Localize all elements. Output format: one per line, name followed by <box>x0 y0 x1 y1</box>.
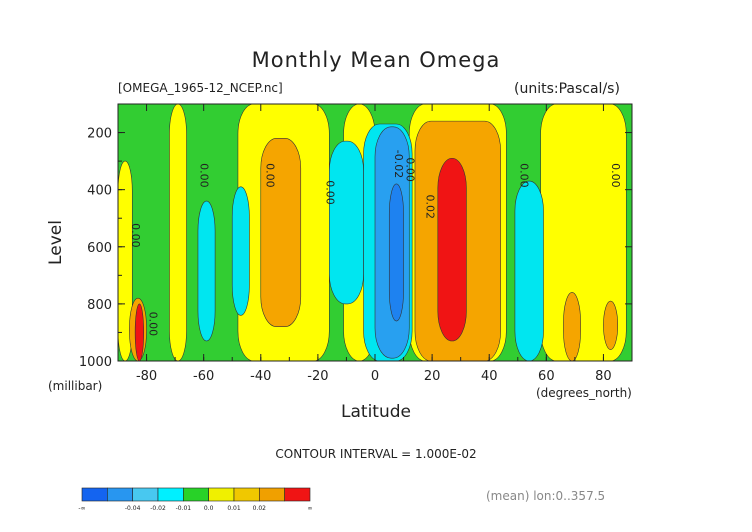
x-tick-label-4: 0 <box>371 369 379 384</box>
y-tick-label-4: 1000 <box>79 355 112 370</box>
contour-region-11 <box>603 300 619 350</box>
colorbar-bin-5 <box>208 487 235 502</box>
colorbar: -∞ -0.04 -0.02 -0.01 0.0 0.01 0.02 ∞ <box>78 487 313 512</box>
colorbar-bin-1 <box>107 487 133 502</box>
colorbar-bin-0 <box>81 487 108 502</box>
colorbar-label-0: -∞ <box>78 505 85 512</box>
x-axis: -80 -60 -40 -20 0 20 40 60 80 <box>117 104 633 384</box>
y-tick-label-1: 400 <box>87 184 112 199</box>
contour-region-15 <box>231 186 250 316</box>
contour-label-2: 0.00 <box>198 163 211 188</box>
averaging-note: (mean) lon:0..357.5 <box>486 489 606 503</box>
x-tick-label-1: -60 <box>193 369 214 384</box>
x-tick-label-2: -40 <box>250 369 271 384</box>
colorbar-bin-4 <box>183 487 209 502</box>
contour-region-20 <box>388 183 404 322</box>
contour-region-2 <box>169 104 187 361</box>
y-tick-label-0: 200 <box>87 127 112 142</box>
contour-region-13 <box>134 303 144 361</box>
y-axis: 200 400 600 800 1000 <box>79 103 632 370</box>
colorbar-bin-7 <box>259 487 285 502</box>
contour-label-0: 0.00 <box>129 223 142 248</box>
x-tick-label-7: 60 <box>538 369 555 384</box>
chart-title: Monthly Mean Omega <box>251 48 501 72</box>
x-tick-label-6: 40 <box>481 369 498 384</box>
y-axis-units: (millibar) <box>48 379 103 393</box>
x-axis-label: Latitude <box>341 402 411 422</box>
colorbar-bin-3 <box>157 487 184 502</box>
contour-region-18 <box>514 180 544 361</box>
colorbar-bin-2 <box>132 487 159 502</box>
contour-label-6: 0.00 <box>403 157 416 182</box>
colorbar-bin-8 <box>284 487 311 502</box>
units-label: (units:Pascal/s) <box>514 81 620 97</box>
contour-region-16 <box>329 140 364 305</box>
colorbar-label-2: -0.02 <box>150 505 166 512</box>
colorbar-label-5: 0.01 <box>227 505 241 512</box>
x-tick-label-8: 80 <box>595 369 612 384</box>
y-tick-label-3: 800 <box>87 298 112 313</box>
colorbar-label-6: 0.02 <box>253 505 267 512</box>
colorbar-bin-6 <box>233 487 260 502</box>
colorbar-label-4: 0.0 <box>204 505 214 512</box>
contour-label-8: 0.00 <box>517 163 530 188</box>
contour-label-1: 0.00 <box>146 312 159 337</box>
x-tick-label-5: 20 <box>424 369 441 384</box>
filled-contours <box>118 104 632 361</box>
x-tick-label-3: -20 <box>307 369 328 384</box>
contour-label-4: 0.00 <box>323 180 336 205</box>
contour-region-1 <box>118 160 133 361</box>
x-tick-label-0: -80 <box>136 369 157 384</box>
colorbar-label-3: -0.01 <box>176 505 192 512</box>
contour-labels: 0.000.000.00 0.000.00-0.020.000.020.00 0.0… <box>129 150 622 336</box>
contour-region-12 <box>437 157 467 342</box>
y-tick-label-2: 600 <box>87 241 112 256</box>
contour-interval-note: CONTOUR INTERVAL = 1.000E-02 <box>275 447 477 461</box>
contour-label-9: 0.00 <box>609 163 622 188</box>
x-axis-units: (degrees_north) <box>536 386 632 400</box>
contour-region-10 <box>563 292 581 361</box>
dataset-label: [OMEGA_1965-12_NCEP.nc] <box>118 81 283 95</box>
contour-region-14 <box>197 200 216 342</box>
contour-region-7 <box>260 137 302 328</box>
contour-label-7: 0.02 <box>423 195 436 220</box>
contour-label-5: -0.02 <box>392 150 405 178</box>
contour-label-3: 0.00 <box>263 163 276 188</box>
colorbar-label-1: -0.04 <box>125 505 141 512</box>
colorbar-label-7: ∞ <box>308 505 313 512</box>
